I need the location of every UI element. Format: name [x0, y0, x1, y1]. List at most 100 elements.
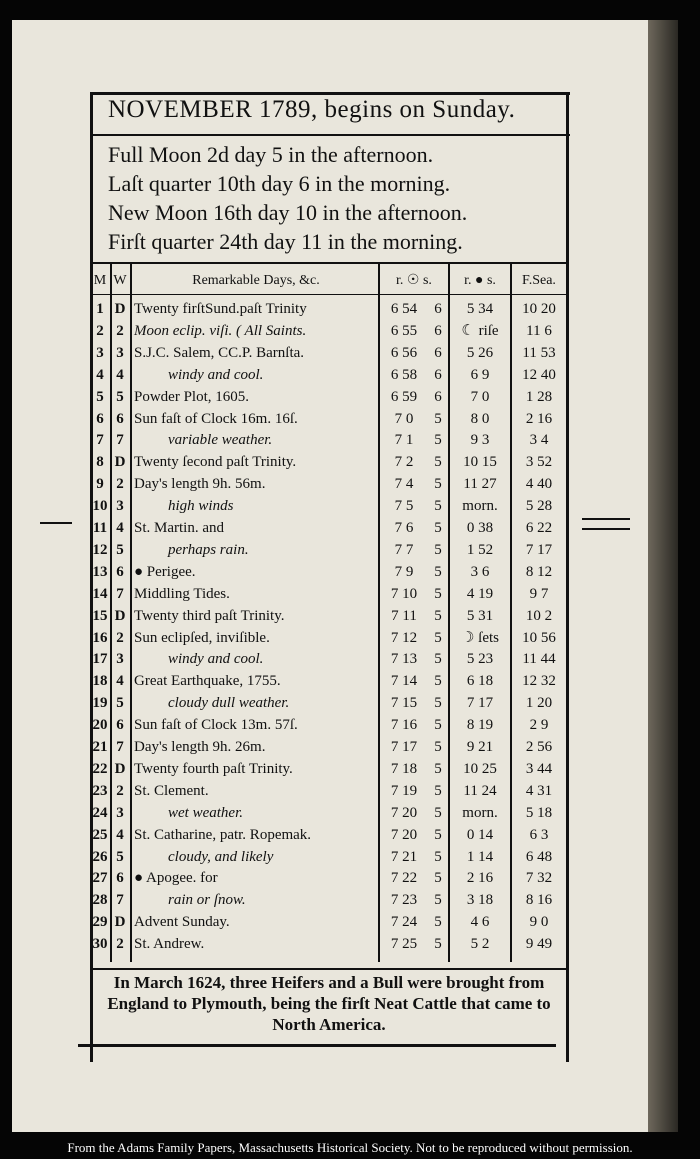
cell: 26 [92, 848, 108, 865]
cell: 2 56 [525, 739, 553, 755]
cell: Twenty third paſt Trinity. [134, 607, 285, 624]
cell: 9 21 [466, 739, 494, 755]
cell: 5 [434, 454, 442, 471]
cell: D [114, 914, 126, 931]
cell: 7 15 [390, 695, 418, 712]
cell: 15 [92, 607, 108, 624]
cell: 1 14 [466, 848, 494, 865]
cell: 7 0 [394, 410, 414, 427]
cell: 7 4 [394, 476, 414, 493]
cell: 12 32 [522, 673, 556, 690]
cell: 2 [116, 782, 124, 799]
cell: 8 12 [525, 563, 553, 580]
column-rule [378, 262, 380, 962]
cell: 7 7 [394, 541, 414, 558]
page [12, 20, 648, 1132]
cell: cloudy dull weather. [168, 695, 290, 712]
cell: 7 2 [394, 454, 414, 471]
cell: 5 26 [466, 344, 494, 361]
cell: 9 3 [470, 432, 490, 449]
cell: 7 25 [390, 936, 418, 953]
cell: 11 24 [463, 782, 497, 799]
cell: 4 [116, 826, 124, 843]
cell: 6 58 [390, 366, 418, 383]
column-header: M [93, 273, 107, 288]
cell: 5 [434, 804, 442, 821]
cell: 2 [96, 322, 104, 339]
rule [78, 1044, 556, 1047]
cell: 8 [96, 454, 104, 471]
cell: perhaps rain. [168, 541, 249, 558]
cell: 5 [116, 388, 124, 405]
cell: 5 [434, 651, 442, 668]
note: In March 1624, three Heifers and a Bull … [107, 973, 551, 1034]
cell: 6 [96, 410, 104, 427]
cell: wet weather. [168, 804, 243, 821]
cell: Twenty firſtSund.paſt Trinity [134, 301, 307, 317]
cell: 25 [92, 826, 108, 843]
cell: 7 9 [394, 563, 414, 580]
cell: 6 54 [390, 301, 418, 317]
cell: windy and cool. [168, 366, 264, 383]
cell: Sun eclipſed, inviſible. [134, 629, 270, 646]
cell: 16 [92, 629, 108, 646]
cell: 5 [434, 541, 442, 558]
cell: 5 2 [470, 936, 490, 953]
cell: St. Martin. and [134, 520, 224, 536]
column-rule [130, 262, 132, 962]
cell: 5 [434, 476, 442, 493]
cell: 11 [92, 520, 108, 536]
cell: 7 16 [390, 717, 418, 734]
margin-mark [40, 522, 72, 524]
cell: 8 16 [525, 892, 553, 909]
cell: 29 [92, 914, 108, 931]
cell: 7 [96, 432, 104, 449]
cell: 7 13 [390, 651, 418, 668]
cell: 2 16 [466, 870, 494, 887]
cell: 17 [92, 651, 108, 668]
cell: 12 40 [522, 366, 556, 383]
cell: 6 48 [525, 848, 553, 865]
column-rule [448, 262, 450, 962]
cell: morn. [462, 498, 498, 515]
column-header: Remarkable Days, &c. [192, 273, 320, 288]
cell: 6 55 [390, 322, 418, 339]
cell: D [114, 760, 126, 777]
cell: 5 [434, 673, 442, 690]
book-edge [648, 20, 678, 1132]
cell: 6 9 [470, 366, 490, 383]
cell: 5 [434, 826, 442, 843]
cell: 21 [92, 739, 108, 755]
cell: 11 53 [522, 344, 556, 361]
margin-mark [582, 528, 630, 530]
cell: 19 [92, 695, 108, 712]
cell: 3 [96, 344, 104, 361]
cell: 5 [96, 388, 104, 405]
cell: 20 [92, 717, 108, 734]
cell: 0 38 [466, 520, 494, 536]
cell: 8 19 [466, 717, 494, 734]
cell: 7 24 [390, 914, 418, 931]
cell: 5 [116, 848, 124, 865]
cell: 6 [116, 563, 124, 580]
column-rule [510, 262, 512, 962]
cell: 4 [116, 520, 124, 536]
cell: 7 [116, 739, 124, 755]
cell: ● Perigee. [134, 563, 196, 580]
cell: 2 9 [529, 717, 549, 734]
cell: 7 17 [390, 739, 418, 755]
cell: 4 [116, 366, 124, 383]
cell: 10 15 [463, 454, 497, 471]
cell: 7 20 [390, 826, 418, 843]
cell: 5 18 [525, 804, 553, 821]
cell: St. Clement. [134, 782, 209, 799]
cell: 7 17 [525, 541, 553, 558]
cell: 4 [116, 673, 124, 690]
cell: 4 [96, 366, 104, 383]
cell: 5 [434, 892, 442, 909]
cell: 5 23 [466, 651, 494, 668]
cell: 10 2 [525, 607, 553, 624]
column-header: r. ● s. [464, 273, 496, 288]
cell: St. Catharine, patr. Ropemak. [134, 826, 312, 843]
